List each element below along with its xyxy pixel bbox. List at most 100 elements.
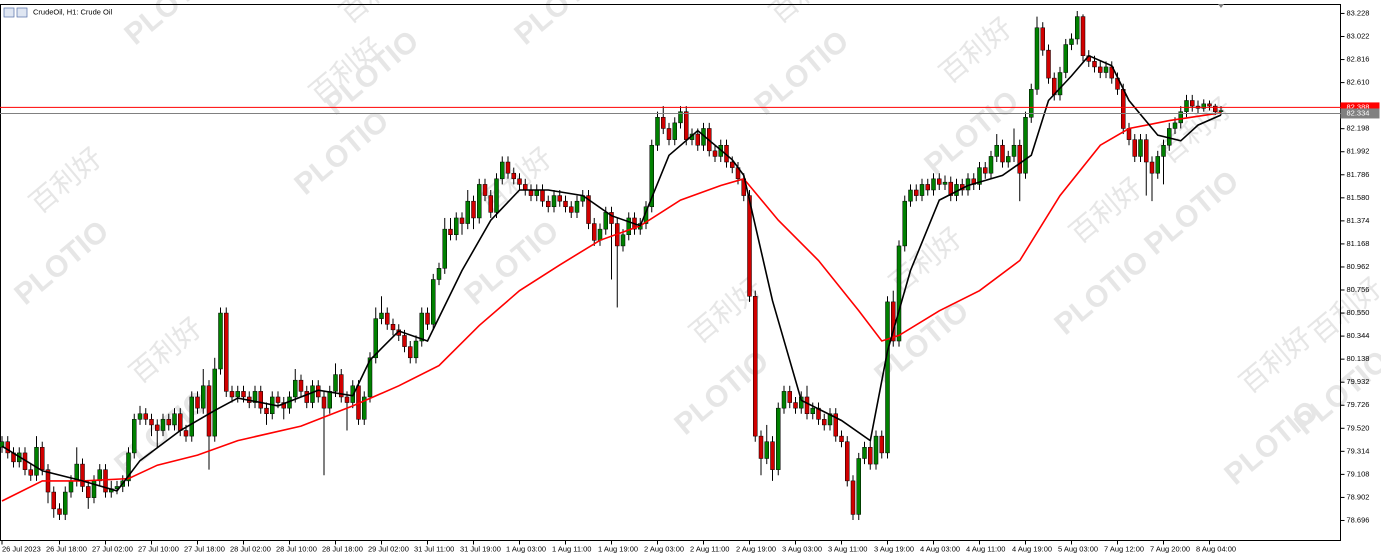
candle-body xyxy=(747,195,752,297)
shift-marker xyxy=(1218,4,1224,8)
candle-body xyxy=(776,407,781,470)
candle-body xyxy=(563,200,568,208)
header-icons xyxy=(3,7,28,18)
candle-body xyxy=(379,312,384,319)
price-label: 82.388 xyxy=(1347,102,1370,111)
candle-body xyxy=(1075,16,1080,40)
candle-body xyxy=(1057,72,1063,96)
candle-body xyxy=(868,447,873,465)
candle-body xyxy=(977,167,982,185)
candle-body xyxy=(804,396,810,414)
candle-body xyxy=(603,212,608,230)
y-tick-label: 83.228 xyxy=(1347,8,1370,17)
candle-body xyxy=(1034,27,1040,90)
candle-body xyxy=(275,396,281,403)
candle-body xyxy=(1023,117,1028,174)
candle-body xyxy=(408,346,413,359)
candle-body xyxy=(1172,122,1178,129)
candle-body xyxy=(1092,61,1097,68)
y-tick-label: 81.786 xyxy=(1347,170,1370,179)
candle-body xyxy=(160,419,166,431)
x-tick-label: 4 Aug 03:00 xyxy=(920,544,960,553)
candle-body xyxy=(241,391,246,398)
candle-body xyxy=(1069,38,1074,45)
candle-body xyxy=(988,156,994,174)
candle-body xyxy=(500,161,505,180)
x-tick-label: 31 Jul 11:00 xyxy=(414,544,454,553)
candle-body xyxy=(896,245,902,342)
candle-body xyxy=(1006,156,1011,163)
candle-body xyxy=(201,385,206,409)
candle-body xyxy=(465,200,470,224)
candle-body xyxy=(1098,66,1103,73)
candle-body xyxy=(212,368,217,437)
icon xyxy=(3,7,15,18)
candle-body xyxy=(373,318,378,359)
candle-body xyxy=(402,335,407,347)
candle-body xyxy=(137,413,143,420)
moving-average xyxy=(1,112,1222,502)
candle-body xyxy=(344,396,350,403)
candle-body xyxy=(57,508,62,515)
candle-body xyxy=(1218,110,1224,112)
x-tick-label: 26 Jul 18:00 xyxy=(46,544,87,553)
candle-body xyxy=(218,312,223,370)
x-tick-label: 28 Jul 02:00 xyxy=(230,544,271,553)
candle-body xyxy=(511,172,516,180)
y-tick-label: 82.610 xyxy=(1347,78,1370,87)
candle-body xyxy=(528,189,534,196)
candle-body xyxy=(264,407,269,414)
candle-body xyxy=(540,189,545,202)
candle-body xyxy=(551,195,557,208)
y-tick-label: 81.580 xyxy=(1347,193,1370,202)
candle-body xyxy=(649,144,654,208)
candle-body xyxy=(557,195,562,202)
y-tick-label: 82.198 xyxy=(1347,124,1370,133)
candle-body xyxy=(436,268,442,280)
candle-body xyxy=(1080,16,1086,56)
candle-body xyxy=(620,234,626,247)
y-tick-label: 79.726 xyxy=(1347,400,1370,409)
candle-body xyxy=(178,413,183,431)
candle-body xyxy=(1046,49,1051,79)
candle-body xyxy=(5,441,10,454)
candle-body xyxy=(1103,66,1109,73)
candle-body xyxy=(86,486,91,498)
y-tick-label: 79.314 xyxy=(1347,446,1370,455)
candle-body xyxy=(0,441,5,448)
y-tick-label: 80.962 xyxy=(1347,262,1370,271)
candle-body xyxy=(339,374,344,398)
candle-body xyxy=(454,217,459,235)
candle-body xyxy=(471,200,476,219)
candle-body xyxy=(684,111,689,140)
x-tick-label: 27 Jul 10:00 xyxy=(138,544,179,553)
candle-body xyxy=(166,419,171,426)
candle-body xyxy=(183,430,189,437)
candle-body xyxy=(833,413,838,437)
price-label-box xyxy=(1340,108,1380,119)
x-tick-label: 29 Jul 02:00 xyxy=(368,544,409,553)
candle-body xyxy=(810,407,815,414)
icon xyxy=(16,7,28,18)
candle-body xyxy=(856,458,861,515)
x-tick-label: 4 Aug 11:00 xyxy=(966,544,1005,553)
price-label-box xyxy=(1340,102,1380,113)
candle-body xyxy=(189,396,194,437)
candle-body xyxy=(655,117,660,146)
candle-body xyxy=(206,385,212,437)
x-tick-label: 7 Aug 12:00 xyxy=(1104,544,1144,553)
candle-body xyxy=(442,228,447,269)
candle-body xyxy=(730,161,735,168)
candle-body xyxy=(390,323,396,331)
candle-body xyxy=(1040,27,1045,51)
candle-body xyxy=(1184,100,1189,112)
candle-body xyxy=(1000,144,1005,163)
candle-body xyxy=(994,144,999,157)
y-tick-label: 79.520 xyxy=(1347,423,1370,432)
candle-body xyxy=(419,312,424,342)
y-tick-label: 80.756 xyxy=(1347,285,1370,294)
candle-body xyxy=(850,480,856,515)
candle-body xyxy=(132,419,137,454)
candle-body xyxy=(1207,103,1212,107)
candle-body xyxy=(586,195,591,224)
